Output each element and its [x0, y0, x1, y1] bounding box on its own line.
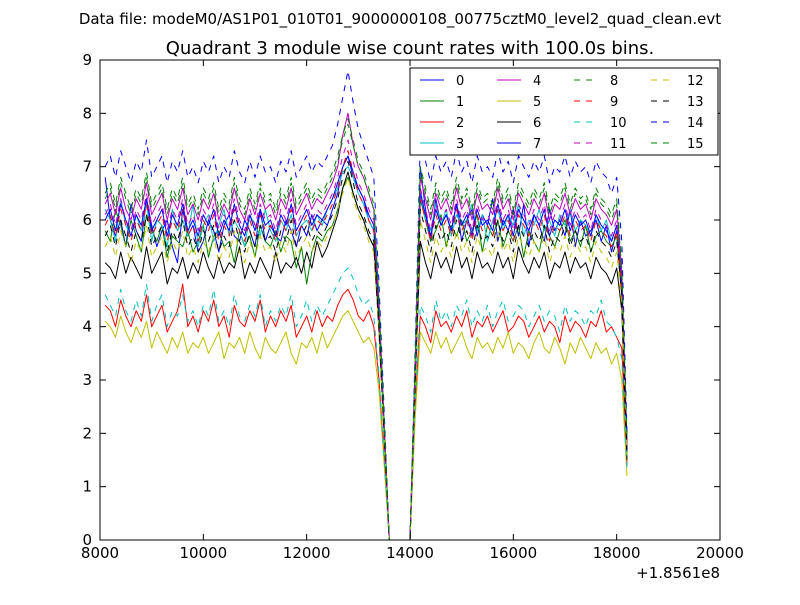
legend-label-3: 3 [456, 137, 464, 152]
x-offset-label: +1.8561e8 [636, 564, 720, 582]
x-tick-label: 18000 [593, 544, 641, 562]
plot-area [104, 70, 628, 540]
series-line-4 [104, 112, 628, 540]
y-tick-label: 3 [82, 371, 92, 389]
series-line-2 [104, 283, 628, 540]
legend-label-9: 9 [610, 95, 618, 110]
series-line-0 [104, 155, 628, 540]
series-line-12 [104, 176, 628, 540]
y-tick-label: 4 [82, 318, 92, 336]
x-tick-label: 20000 [696, 544, 744, 562]
y-tick-label: 8 [82, 104, 92, 122]
legend-label-5: 5 [533, 95, 541, 110]
legend-label-12: 12 [687, 74, 704, 89]
series-line-15 [104, 123, 628, 540]
legend-label-15: 15 [687, 137, 704, 152]
x-tick-label: 16000 [489, 544, 537, 562]
series-line-10 [104, 267, 628, 540]
series-line-8 [104, 118, 628, 540]
legend-box [409, 67, 719, 156]
axes: 8000 10000 12000 14000 16000 18000 20000012345… [81, 51, 744, 582]
chart-title: Quadrant 3 module wise count rates with … [166, 38, 655, 59]
x-tick-label: 14000 [386, 544, 434, 562]
x-tick-label: 8000 [81, 544, 119, 562]
legend-label-10: 10 [610, 116, 627, 131]
y-tick-label: 2 [82, 424, 92, 442]
x-tick-label: 10000 [179, 544, 227, 562]
series-line-13 [104, 160, 628, 540]
legend-label-6: 6 [533, 116, 541, 131]
series-line-6 [104, 171, 628, 540]
y-tick-label: 7 [82, 158, 92, 176]
legend-label-11: 11 [610, 137, 627, 152]
series-line-7 [104, 155, 628, 540]
legend-label-0: 0 [456, 74, 464, 89]
y-tick-label: 5 [82, 264, 92, 282]
y-tick-label: 9 [82, 51, 92, 69]
legend-label-13: 13 [687, 95, 704, 110]
x-tick-label: 12000 [283, 544, 331, 562]
y-tick-label: 1 [82, 478, 92, 496]
legend-label-2: 2 [456, 116, 464, 131]
series-line-5 [104, 310, 628, 540]
legend-label-7: 7 [533, 137, 541, 152]
legend-label-4: 4 [533, 74, 541, 89]
legend-label-14: 14 [687, 116, 704, 131]
legend-label-8: 8 [610, 74, 618, 89]
series-line-9 [104, 150, 628, 540]
legend-label-1: 1 [456, 95, 464, 110]
data-file-label: Data file: modeM0/AS1P01_010T01_90000001… [79, 10, 721, 29]
y-tick-label: 0 [82, 531, 92, 549]
y-tick-label: 6 [82, 211, 92, 229]
